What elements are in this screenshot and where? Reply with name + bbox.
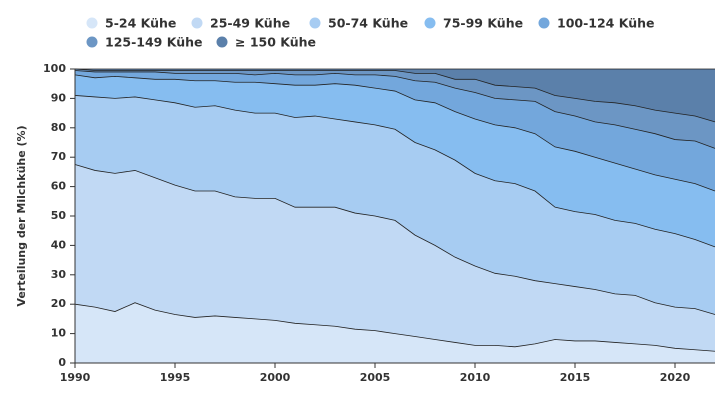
area (75, 70, 715, 192)
y-tick-label: 30 (51, 268, 67, 281)
legend-label: 125-149 Kühe (105, 35, 202, 50)
y-tick-label: 20 (51, 297, 67, 310)
legend-label: 5-24 Kühe (105, 16, 176, 31)
legend-marker (538, 17, 550, 29)
y-tick-label: 80 (51, 121, 67, 134)
y-tick-label: 10 (51, 327, 67, 340)
legend-marker (86, 36, 98, 48)
area (75, 69, 715, 122)
legend-label: 100-124 Kühe (557, 16, 654, 31)
area (75, 74, 715, 247)
legend-marker (86, 17, 98, 29)
x-tick-label: 1995 (160, 371, 191, 384)
y-tick-label: 40 (51, 238, 67, 251)
y-tick-label: 0 (58, 356, 66, 369)
x-tick-label: 1990 (60, 371, 91, 384)
y-axis-label: Verteilung der Milchkühe (%) (15, 125, 28, 306)
legend-marker (216, 36, 228, 48)
x-tick-label: 2005 (360, 371, 391, 384)
area-edge (74, 302, 716, 352)
legend-marker (424, 17, 436, 29)
y-tick-label: 60 (51, 180, 67, 193)
area (75, 164, 715, 352)
area-edge (74, 95, 716, 248)
y-tick-label: 50 (51, 209, 67, 222)
area-edge (74, 68, 716, 123)
x-tick-label: 2015 (560, 371, 591, 384)
legend-label: 75-99 Kühe (443, 16, 523, 31)
area-edge (74, 70, 716, 149)
area (75, 69, 715, 149)
area-edge (74, 74, 716, 192)
legend-marker (309, 17, 321, 29)
x-tick-label: 2020 (660, 371, 691, 384)
legend-label: ≥ 150 Kühe (235, 35, 316, 50)
x-tick-label: 2000 (260, 371, 291, 384)
area-edge (74, 164, 716, 315)
y-tick-label: 100 (43, 62, 66, 75)
y-tick-label: 70 (51, 150, 67, 163)
legend-label: 25-49 Kühe (210, 16, 290, 31)
area (75, 95, 715, 315)
legend-marker (191, 17, 203, 29)
y-tick-label: 90 (51, 91, 67, 104)
legend-label: 50-74 Kühe (328, 16, 408, 31)
x-tick-label: 2010 (460, 371, 491, 384)
